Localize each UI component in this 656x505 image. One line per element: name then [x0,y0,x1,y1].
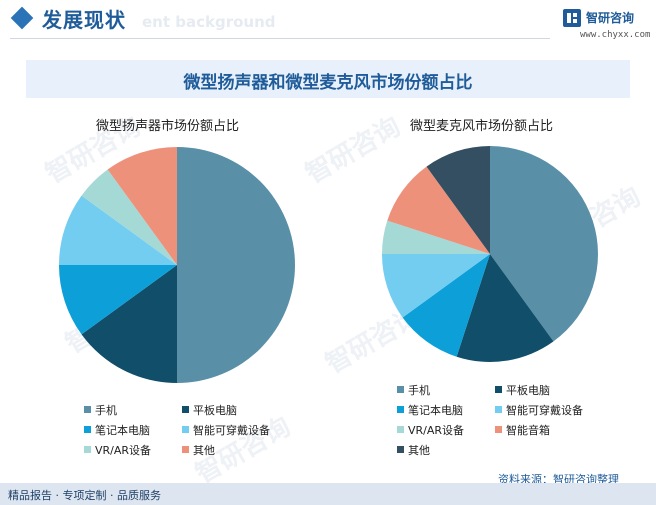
chart2-title: 微型麦克风市场份额占比 [410,119,554,134]
logo-icon [563,9,581,27]
legend-swatch [397,426,404,433]
legend-swatch [84,446,91,453]
pie2-slice-4 [382,220,490,254]
legend-label: 其他 [408,444,430,457]
legend-label: VR/AR设备 [408,424,465,437]
legend-label: 智能可穿戴设备 [193,424,270,437]
footer-bar: 精品报告 · 专项定制 · 品质服务 [0,483,656,505]
legend-label: 其他 [193,444,215,457]
legend-swatch [182,446,189,453]
legend-label: VR/AR设备 [95,444,152,457]
banner-title: 微型扬声器和微型麦克风市场份额占比 [183,73,473,93]
legend-item: 手机 [397,382,430,398]
pie1-slice-0 [177,147,295,383]
pie1-slice-5 [107,147,177,265]
logo-url: www.chyxx.com [580,30,651,40]
legend-item: VR/AR设备 [84,442,151,458]
legend-swatch [84,406,91,413]
logo-name: 智研咨询 [586,11,635,25]
legend-item: 其他 [182,442,215,458]
legend-swatch [182,426,189,433]
legend-label: 平板电脑 [506,384,550,397]
legend-label: 手机 [95,404,117,417]
header-divider [10,38,550,39]
legend-item: 智能可穿戴设备 [495,402,583,418]
pie2-slice-1 [456,254,554,362]
legend-item: 笔记本电脑 [397,402,463,418]
chart1-title: 微型扬声器市场份额占比 [96,119,240,134]
chart-banner: 微型扬声器和微型麦克风市场份额占比 [26,60,630,98]
legend-swatch [182,406,189,413]
watermark: 智研咨询 [300,111,406,190]
watermark: 智研咨询 [320,301,426,380]
legend-label: 平板电脑 [193,404,237,417]
legend-label: 智能音箱 [506,424,550,437]
legend-item: 平板电脑 [182,402,237,418]
legend-swatch [495,426,502,433]
page-title: 发展现状 [42,8,126,32]
source-note: 资料来源：智研咨询整理 [498,473,619,486]
pie2-slice-6 [426,146,490,254]
pie1-slice-4 [81,169,177,265]
legend-label: 手机 [408,384,430,397]
legend-label: 笔记本电脑 [408,404,463,417]
legend-item: VR/AR设备 [397,422,464,438]
legend-label: 笔记本电脑 [95,424,150,437]
pie2-slice-2 [402,254,490,357]
legend-item: 其他 [397,442,430,458]
pie1-slice-3 [59,195,177,265]
footer-tagline: 精品报告 · 专项定制 · 品质服务 [8,489,161,502]
legend-item: 手机 [84,402,117,418]
legend-swatch [397,446,404,453]
legend-item: 智能可穿戴设备 [182,422,270,438]
pie2-slice-5 [387,166,490,254]
watermark: 智研咨询 [60,281,166,360]
legend-swatch [397,406,404,413]
legend-swatch [495,406,502,413]
legend-label: 智能可穿戴设备 [506,404,583,417]
legend-swatch [397,386,404,393]
legend-item: 笔记本电脑 [84,422,150,438]
legend-swatch [84,426,91,433]
legend-item: 平板电脑 [495,382,550,398]
legend-item: 智能音箱 [495,422,550,438]
diamond-icon [10,6,34,30]
header-ghost-text: ent background [142,13,276,31]
watermark: 智研咨询 [540,181,646,260]
legend-swatch [495,386,502,393]
page-header: ent background 发展现状 智研咨询 www.chyxx.com [0,0,656,46]
